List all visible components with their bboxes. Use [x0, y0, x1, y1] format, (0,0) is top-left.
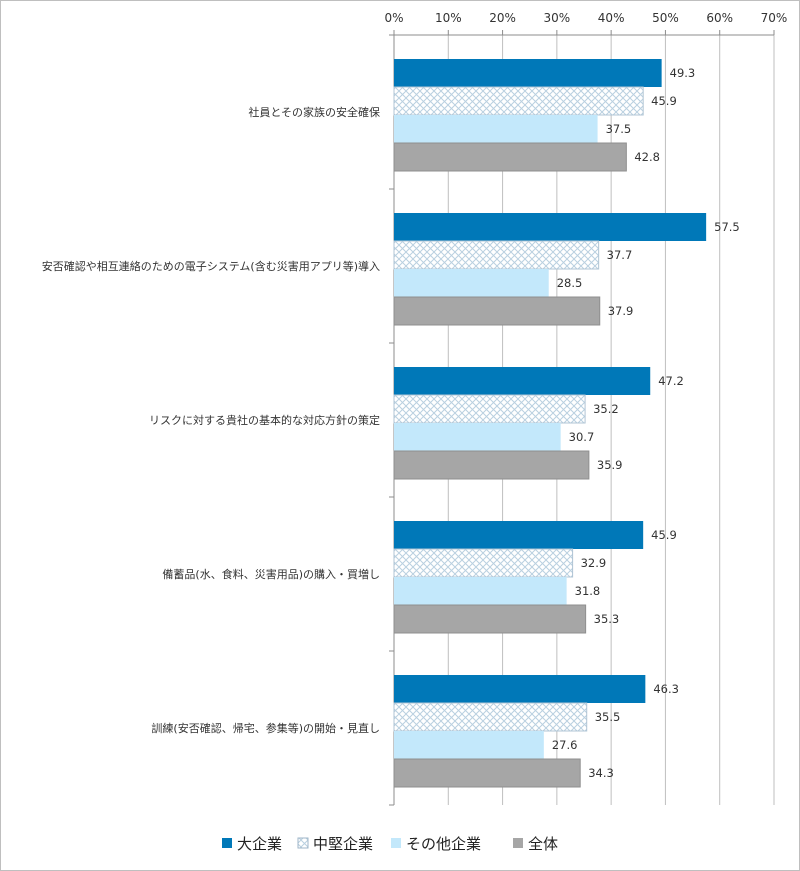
x-tick-label: 70%	[761, 11, 788, 25]
bar-大企業	[394, 213, 707, 241]
category-label: リスクに対する貴社の基本的な対応方針の策定	[149, 413, 380, 427]
bar-中堅企業	[393, 548, 574, 578]
x-tick-label: 10%	[435, 11, 462, 25]
data-label: 45.9	[651, 528, 677, 542]
bar-大企業	[394, 59, 662, 87]
bar-中堅企業	[393, 702, 588, 732]
data-label: 45.9	[651, 94, 677, 108]
bar-全体	[393, 604, 587, 634]
bar-中堅企業	[393, 394, 586, 424]
legend-swatch	[297, 837, 309, 849]
category-label: 備蓄品(水、食料、災害用品)の購入・買増し	[162, 567, 380, 581]
data-label: 35.3	[594, 612, 620, 626]
x-tick-label: 50%	[652, 11, 679, 25]
data-label: 47.2	[658, 374, 684, 388]
bar-大企業	[394, 675, 646, 703]
data-label: 27.6	[552, 738, 578, 752]
x-tick-label: 60%	[706, 11, 733, 25]
bar-大企業	[394, 521, 644, 549]
bar-その他企業	[394, 115, 598, 143]
legend-label: 全体	[528, 835, 558, 853]
data-label: 46.3	[653, 682, 679, 696]
data-label: 35.9	[597, 458, 623, 472]
bar-その他企業	[394, 269, 549, 297]
bar-中堅企業	[393, 240, 600, 270]
data-label: 57.5	[714, 220, 740, 234]
legend-swatch	[391, 838, 401, 848]
data-label: 37.5	[606, 122, 632, 136]
data-label: 42.8	[634, 150, 660, 164]
bar-その他企業	[394, 423, 561, 451]
data-label: 28.5	[557, 276, 583, 290]
legend-label: 中堅企業	[313, 835, 373, 853]
x-tick-label: 30%	[544, 11, 571, 25]
x-tick-label: 0%	[384, 11, 403, 25]
category-label: 社員とその家族の安全確保	[248, 105, 380, 119]
x-tick-label: 20%	[489, 11, 516, 25]
bar-その他企業	[394, 577, 567, 605]
data-label: 49.3	[670, 66, 696, 80]
data-label: 31.8	[575, 584, 601, 598]
category-label: 訓練(安否確認、帰宅、参集等)の開始・見直し	[151, 721, 380, 735]
data-label: 37.7	[607, 248, 633, 262]
legend-label: 大企業	[237, 835, 282, 853]
x-tick-label: 40%	[598, 11, 625, 25]
legend-swatch	[513, 838, 523, 848]
bar-その他企業	[394, 731, 544, 759]
legend-swatch	[222, 838, 232, 848]
bar-大企業	[394, 367, 651, 395]
bar-中堅企業	[393, 86, 644, 116]
data-label: 35.5	[595, 710, 621, 724]
data-label: 35.2	[593, 402, 619, 416]
data-label: 34.3	[588, 766, 614, 780]
bar-全体	[393, 450, 590, 480]
bar-全体	[393, 758, 581, 788]
bar-全体	[393, 142, 627, 172]
legend-label: その他企業	[406, 835, 481, 853]
category-label: 安否確認や相互連絡のための電子システム(含む災害用アプリ等)導入	[42, 259, 380, 273]
data-label: 37.9	[608, 304, 634, 318]
bar-全体	[393, 296, 601, 326]
data-label: 32.9	[581, 556, 607, 570]
data-label: 30.7	[569, 430, 595, 444]
